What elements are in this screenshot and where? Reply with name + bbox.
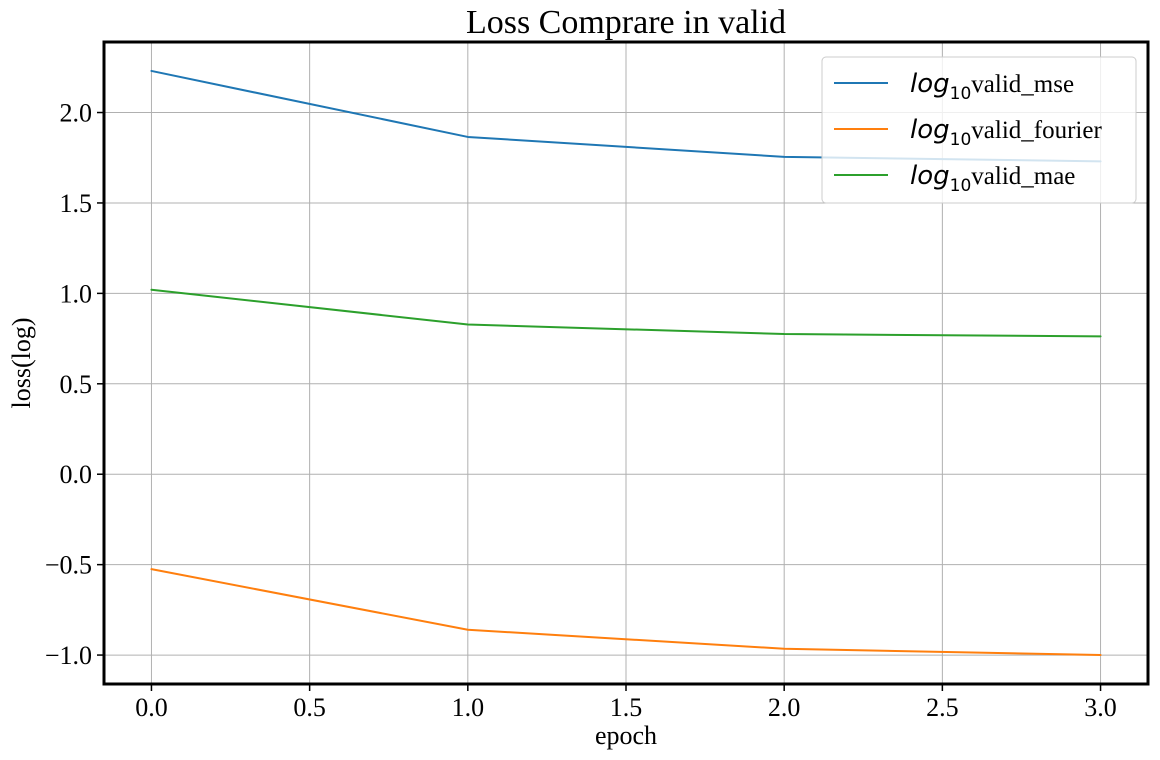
y-tick-label: 0.5 (60, 370, 93, 399)
x-tick-label: 2.0 (768, 693, 801, 722)
axis-ticks: 0.0 0.5 1.0 1.5 2.0 2.5 3.0 −1.0 −0.5 0.0 0.5 1.0 1.… (45, 99, 1117, 722)
y-tick-label: 1.0 (60, 279, 93, 308)
y-tick-label: −1.0 (45, 641, 92, 670)
x-tick-label: 1.0 (452, 693, 485, 722)
legend-entry: log10valid_mae (910, 161, 1075, 196)
x-tick-label: 0.0 (135, 693, 168, 722)
y-tick-label: 1.5 (60, 189, 93, 218)
legend-entry: log10valid_mse (910, 69, 1074, 104)
y-tick-label: 2.0 (60, 99, 93, 128)
x-tick-label: 1.5 (610, 693, 643, 722)
legend-box (821, 56, 1137, 204)
legend: log10valid_mse log10valid_fourier log10val… (821, 56, 1137, 204)
x-tick-label: 2.5 (926, 693, 959, 722)
y-axis-label: loss(log) (7, 318, 36, 409)
x-axis-label: epoch (595, 721, 657, 750)
chart-title: Loss Comprare in valid (466, 4, 786, 41)
series-line-valid-mae (150, 288, 1102, 338)
x-tick-label: 3.0 (1084, 693, 1117, 722)
x-tick-label: 0.5 (293, 693, 326, 722)
y-tick-label: 0.0 (60, 460, 93, 489)
y-tick-label: −0.5 (45, 551, 92, 580)
legend-entry: log10valid_fourier (910, 115, 1102, 150)
series-line-valid-fourier (150, 568, 1102, 657)
